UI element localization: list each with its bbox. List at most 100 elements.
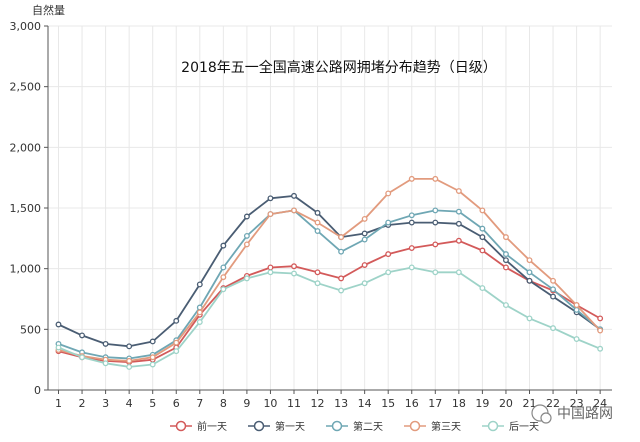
data-point[interactable] <box>526 269 533 276</box>
data-point[interactable] <box>338 275 345 282</box>
data-point[interactable] <box>432 269 439 276</box>
data-point[interactable] <box>408 219 415 226</box>
data-point[interactable] <box>408 175 415 182</box>
data-point[interactable] <box>314 209 321 216</box>
data-point[interactable] <box>526 257 533 264</box>
data-point[interactable] <box>361 215 368 222</box>
data-point[interactable] <box>455 220 462 227</box>
data-point[interactable] <box>573 336 580 342</box>
data-point[interactable] <box>126 363 133 370</box>
data-point[interactable] <box>550 286 556 293</box>
data-point[interactable] <box>550 325 556 332</box>
data-point[interactable] <box>455 237 462 244</box>
legend-item[interactable]: 第二天 <box>326 420 383 433</box>
legend[interactable]: 前一天 第一天 第二天 第三天 后一天 <box>170 420 539 433</box>
series-4 <box>55 175 604 364</box>
data-point[interactable] <box>173 348 180 355</box>
data-point[interactable] <box>338 234 345 241</box>
data-point[interactable] <box>314 269 321 276</box>
data-point[interactable] <box>503 251 509 258</box>
data-point[interactable] <box>503 234 509 241</box>
data-point[interactable] <box>149 354 156 361</box>
data-point[interactable] <box>220 274 227 281</box>
data-point[interactable] <box>361 262 368 268</box>
y-tick-label: 0 <box>34 384 41 397</box>
legend-item[interactable]: 第三天 <box>404 420 461 433</box>
data-point[interactable] <box>267 269 274 276</box>
data-point[interactable] <box>408 264 415 271</box>
data-point[interactable] <box>55 344 62 351</box>
data-point[interactable] <box>126 343 133 350</box>
data-point[interactable] <box>196 281 203 288</box>
data-point[interactable] <box>526 277 533 284</box>
data-point[interactable] <box>79 332 85 339</box>
data-point[interactable] <box>385 251 392 258</box>
data-point[interactable] <box>550 277 556 284</box>
data-point[interactable] <box>79 354 85 361</box>
data-point[interactable] <box>243 241 250 248</box>
data-point[interactable] <box>479 285 486 292</box>
data-point[interactable] <box>291 263 297 270</box>
data-point[interactable] <box>479 225 486 232</box>
data-point[interactable] <box>385 219 392 226</box>
data-point[interactable] <box>385 269 392 276</box>
data-point[interactable] <box>173 317 180 324</box>
data-point[interactable] <box>455 188 462 194</box>
legend-item[interactable]: 前一天 <box>170 420 227 433</box>
data-point[interactable] <box>432 207 439 214</box>
data-point[interactable] <box>314 280 321 287</box>
data-point[interactable] <box>455 208 462 215</box>
data-point[interactable] <box>314 228 321 235</box>
data-point[interactable] <box>173 339 180 346</box>
legend-item[interactable]: 后一天 <box>482 420 539 433</box>
data-point[interactable] <box>361 236 368 243</box>
data-point[interactable] <box>432 241 439 248</box>
data-point[interactable] <box>432 175 439 182</box>
data-point[interactable] <box>597 327 604 334</box>
data-point[interactable] <box>102 360 109 367</box>
data-point[interactable] <box>479 207 486 214</box>
data-point[interactable] <box>314 219 321 226</box>
data-point[interactable] <box>220 242 227 249</box>
data-point[interactable] <box>126 357 133 364</box>
data-point[interactable] <box>291 270 297 277</box>
data-point[interactable] <box>503 302 509 309</box>
data-point[interactable] <box>196 319 203 326</box>
data-point[interactable] <box>220 264 227 271</box>
data-point[interactable] <box>291 192 297 199</box>
data-point[interactable] <box>597 315 604 322</box>
data-point[interactable] <box>149 338 156 345</box>
data-point[interactable] <box>267 264 274 271</box>
data-point[interactable] <box>526 315 533 322</box>
data-point[interactable] <box>550 293 556 300</box>
data-point[interactable] <box>361 230 368 237</box>
data-point[interactable] <box>597 345 604 352</box>
data-point[interactable] <box>503 264 509 271</box>
data-point[interactable] <box>243 232 250 239</box>
data-point[interactable] <box>408 245 415 251</box>
legend-item[interactable]: 第一天 <box>248 420 305 433</box>
data-point[interactable] <box>432 219 439 226</box>
data-point[interactable] <box>102 340 109 347</box>
data-point[interactable] <box>291 207 297 214</box>
data-point[interactable] <box>479 247 486 254</box>
data-point[interactable] <box>385 190 392 197</box>
data-point[interactable] <box>338 287 345 294</box>
data-point[interactable] <box>267 211 274 218</box>
data-point[interactable] <box>149 361 156 368</box>
data-point[interactable] <box>408 212 415 219</box>
data-point[interactable] <box>220 286 227 293</box>
data-point[interactable] <box>573 306 580 313</box>
data-point[interactable] <box>503 257 509 264</box>
legend-swatch-marker <box>487 420 499 432</box>
data-point[interactable] <box>573 302 580 309</box>
data-point[interactable] <box>267 195 274 202</box>
data-point[interactable] <box>243 213 250 220</box>
data-point[interactable] <box>338 248 345 255</box>
data-point[interactable] <box>196 309 203 316</box>
data-point[interactable] <box>243 275 250 282</box>
data-point[interactable] <box>455 269 462 276</box>
data-point[interactable] <box>361 280 368 287</box>
data-point[interactable] <box>479 234 486 241</box>
data-point[interactable] <box>55 321 62 328</box>
